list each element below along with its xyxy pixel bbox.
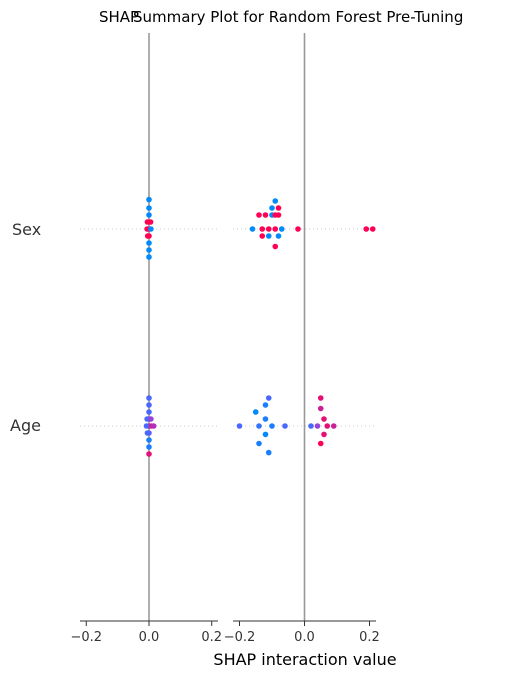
- x-tick-label: −0.2: [70, 630, 102, 645]
- shap-dot: [272, 198, 279, 204]
- shap-dot: [146, 395, 152, 401]
- shap-dot: [147, 219, 154, 225]
- y-label-sex: Sex: [12, 220, 42, 239]
- shap-dot: [269, 205, 275, 211]
- shap-dot: [278, 226, 285, 232]
- shap-dot: [146, 205, 152, 211]
- shap-dot: [317, 440, 324, 447]
- shap-dot: [369, 226, 376, 232]
- shap-dot: [262, 431, 269, 438]
- shap-dot: [272, 226, 279, 232]
- shap-dot: [265, 233, 272, 239]
- shap-dot: [150, 423, 157, 429]
- shap-dot: [249, 226, 256, 232]
- shap-dot: [146, 196, 152, 203]
- shap-dot: [146, 444, 152, 450]
- shap-dot: [275, 212, 282, 218]
- y-label-age: Age: [10, 416, 41, 435]
- x-tick-label: 0.0: [139, 630, 160, 645]
- shap-dot: [262, 402, 269, 408]
- shap-dot: [256, 212, 262, 218]
- shap-dot: [275, 205, 282, 211]
- shap-dot: [269, 423, 275, 429]
- shap-dot: [259, 226, 266, 232]
- shap-dot: [262, 212, 269, 218]
- shap-dot: [272, 243, 279, 250]
- shap-dot: [262, 416, 269, 422]
- shap-dot: [146, 402, 152, 408]
- shap-dot: [330, 423, 337, 429]
- x-tick-label: 0.0: [294, 630, 315, 645]
- x-tick-label: −0.2: [224, 630, 256, 645]
- shap-dot: [252, 409, 259, 415]
- shap-dot: [308, 423, 314, 429]
- chart-title: Summary Plot for Random Forest Pre-Tunin…: [133, 8, 464, 26]
- shap-dot: [314, 423, 321, 429]
- shap-dot: [321, 416, 327, 422]
- shap-dot: [295, 226, 301, 232]
- shap-dot: [148, 416, 154, 422]
- shap-dot: [265, 449, 272, 456]
- shap-dot: [148, 226, 154, 232]
- shap-dot: [146, 254, 152, 260]
- shap-dot: [275, 233, 282, 239]
- shap-dot: [317, 395, 324, 401]
- shap-dot: [256, 440, 262, 447]
- shap-dot: [144, 430, 151, 436]
- shap-dot: [259, 233, 266, 239]
- x-tick-label: 0.2: [359, 630, 380, 645]
- chart-title-left: SHAP: [99, 8, 140, 26]
- shap-dot: [321, 431, 327, 438]
- x-tick-label: 0.2: [201, 630, 222, 645]
- shap-dot: [146, 247, 152, 253]
- shap-dot: [265, 395, 272, 401]
- shap-dot: [146, 437, 152, 443]
- shap-dot: [236, 423, 243, 429]
- shap-dot: [144, 233, 151, 239]
- shap-dot: [265, 226, 272, 232]
- shap-dot: [146, 212, 152, 218]
- shap-dot: [146, 409, 152, 415]
- shap-dot: [324, 423, 331, 429]
- shap-dot: [146, 240, 152, 246]
- shap-dot: [363, 226, 370, 232]
- shap-dot: [143, 423, 150, 429]
- shap-dot: [282, 423, 288, 429]
- shap-dot: [146, 451, 152, 457]
- shap-dot: [317, 405, 324, 412]
- x-axis-label: SHAP interaction value: [213, 650, 397, 669]
- shap-dot: [256, 423, 262, 429]
